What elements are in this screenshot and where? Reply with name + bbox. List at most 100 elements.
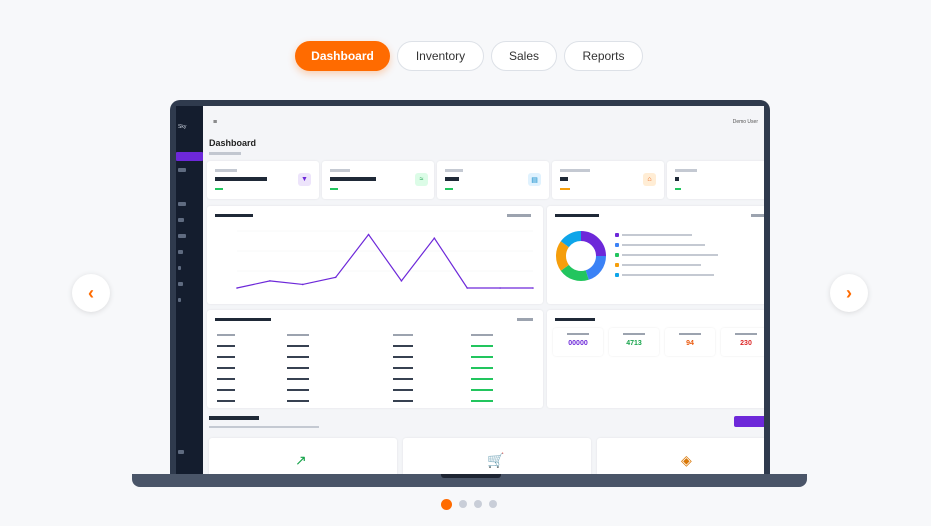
carousel-dot[interactable] <box>459 500 467 508</box>
sidebar-item[interactable] <box>178 250 183 254</box>
chart-filter[interactable] <box>507 214 531 217</box>
add-button[interactable] <box>734 416 764 427</box>
stock-value: 94 <box>686 340 694 347</box>
user-menu[interactable]: Demo User <box>732 119 758 125</box>
chart-icon: ≈ <box>415 173 428 186</box>
recent-table-card <box>207 310 543 408</box>
data-point <box>236 287 238 289</box>
stock-tile: 230 <box>721 328 764 356</box>
kpi-value <box>445 177 459 181</box>
legend-swatch <box>615 253 619 257</box>
kpi-value <box>215 177 267 181</box>
legend-item <box>615 260 718 270</box>
data-point <box>499 287 501 289</box>
table-cell <box>287 400 309 402</box>
action-card[interactable]: 🛒 <box>403 438 591 474</box>
carousel-dot[interactable] <box>489 500 497 508</box>
page-title: Dashboard <box>209 138 257 148</box>
action-card[interactable]: ↗ <box>209 438 397 474</box>
data-point <box>367 233 370 236</box>
sidebar-item[interactable] <box>178 282 183 286</box>
menu-icon[interactable]: ≡ <box>213 119 218 126</box>
legend-swatch <box>615 233 619 237</box>
donut-slice <box>585 255 606 280</box>
legend-swatch <box>615 243 619 247</box>
table-row[interactable] <box>207 374 543 385</box>
stock-label <box>623 333 645 335</box>
table-cell <box>287 356 309 358</box>
stock-label <box>679 333 701 335</box>
data-table <box>207 330 543 407</box>
table-cell <box>217 356 235 358</box>
table-row[interactable] <box>207 396 543 407</box>
stock-label <box>567 333 589 335</box>
sidebar-item[interactable] <box>178 298 181 302</box>
table-cell <box>393 356 413 358</box>
stock-title <box>555 318 595 321</box>
legend-label <box>622 244 705 246</box>
chevron-left-icon: ‹ <box>88 282 94 303</box>
tab-dashboard[interactable]: Dashboard <box>295 41 390 71</box>
kpi-card: ⌂ <box>552 161 664 199</box>
action-card[interactable]: ◈ <box>597 438 764 474</box>
stock-value: 4713 <box>626 340 642 347</box>
sidebar-item[interactable] <box>178 218 184 222</box>
sidebar-item[interactable] <box>178 168 186 172</box>
donut-slice <box>560 231 582 248</box>
legend-item <box>615 240 718 250</box>
tab-bar: Dashboard Inventory Sales Reports <box>295 41 643 71</box>
trending-up-icon: ↗ <box>295 452 307 468</box>
chevron-right-icon: › <box>846 282 852 303</box>
sidebar-item[interactable] <box>178 234 186 238</box>
stock-tile: 94 <box>665 328 715 356</box>
kpi-trend <box>215 188 223 190</box>
carousel-dots <box>441 499 497 510</box>
page-subtitle <box>209 152 241 155</box>
kpi-label <box>445 169 463 172</box>
app-screenshot: Sky ≡ Demo User Dashboard ▼ <box>176 106 764 474</box>
table-cell <box>393 389 413 391</box>
stock-tile: 00000 <box>553 328 603 356</box>
tab-inventory[interactable]: Inventory <box>397 41 484 71</box>
category-card <box>547 206 764 304</box>
donut-chart <box>556 231 606 281</box>
table-row[interactable] <box>207 385 543 396</box>
prev-button[interactable]: ‹ <box>72 274 110 312</box>
data-point <box>466 287 469 289</box>
kpi-card: ▼ <box>207 161 319 199</box>
sidebar-item[interactable] <box>178 266 181 270</box>
kpi-label <box>330 169 350 172</box>
carousel-dot[interactable] <box>441 499 452 510</box>
table-cell <box>217 378 235 380</box>
laptop-frame: Sky ≡ Demo User Dashboard ▼ <box>170 100 770 480</box>
line-chart <box>236 230 534 289</box>
tab-reports[interactable]: Reports <box>564 41 643 71</box>
table-title <box>215 318 271 321</box>
sidebar-item[interactable] <box>178 450 184 454</box>
table-view-all[interactable] <box>517 318 533 321</box>
tab-sales[interactable]: Sales <box>491 41 557 71</box>
next-button[interactable]: › <box>830 274 868 312</box>
box-icon: ▤ <box>528 173 541 186</box>
table-row[interactable] <box>207 341 543 352</box>
kpi-card: ≈ <box>322 161 434 199</box>
laptop-base <box>132 474 807 487</box>
legend-item <box>615 230 718 240</box>
table-cell <box>217 334 235 336</box>
carousel-dot[interactable] <box>474 500 482 508</box>
kpi-card <box>667 161 764 199</box>
app-brand: Sky <box>178 124 187 130</box>
sidebar-item-dashboard[interactable] <box>176 152 203 161</box>
table-row[interactable] <box>207 363 543 374</box>
category-title <box>555 214 599 217</box>
sales-chart-card <box>207 206 543 304</box>
stock-value: 230 <box>740 340 752 347</box>
kpi-trend <box>330 188 338 190</box>
category-filter[interactable] <box>751 214 764 217</box>
legend-label <box>622 274 714 276</box>
table-cell <box>287 389 309 391</box>
table-row[interactable] <box>207 352 543 363</box>
sidebar-item[interactable] <box>178 202 186 206</box>
table-cell <box>393 334 413 336</box>
kpi-card: ▤ <box>437 161 549 199</box>
